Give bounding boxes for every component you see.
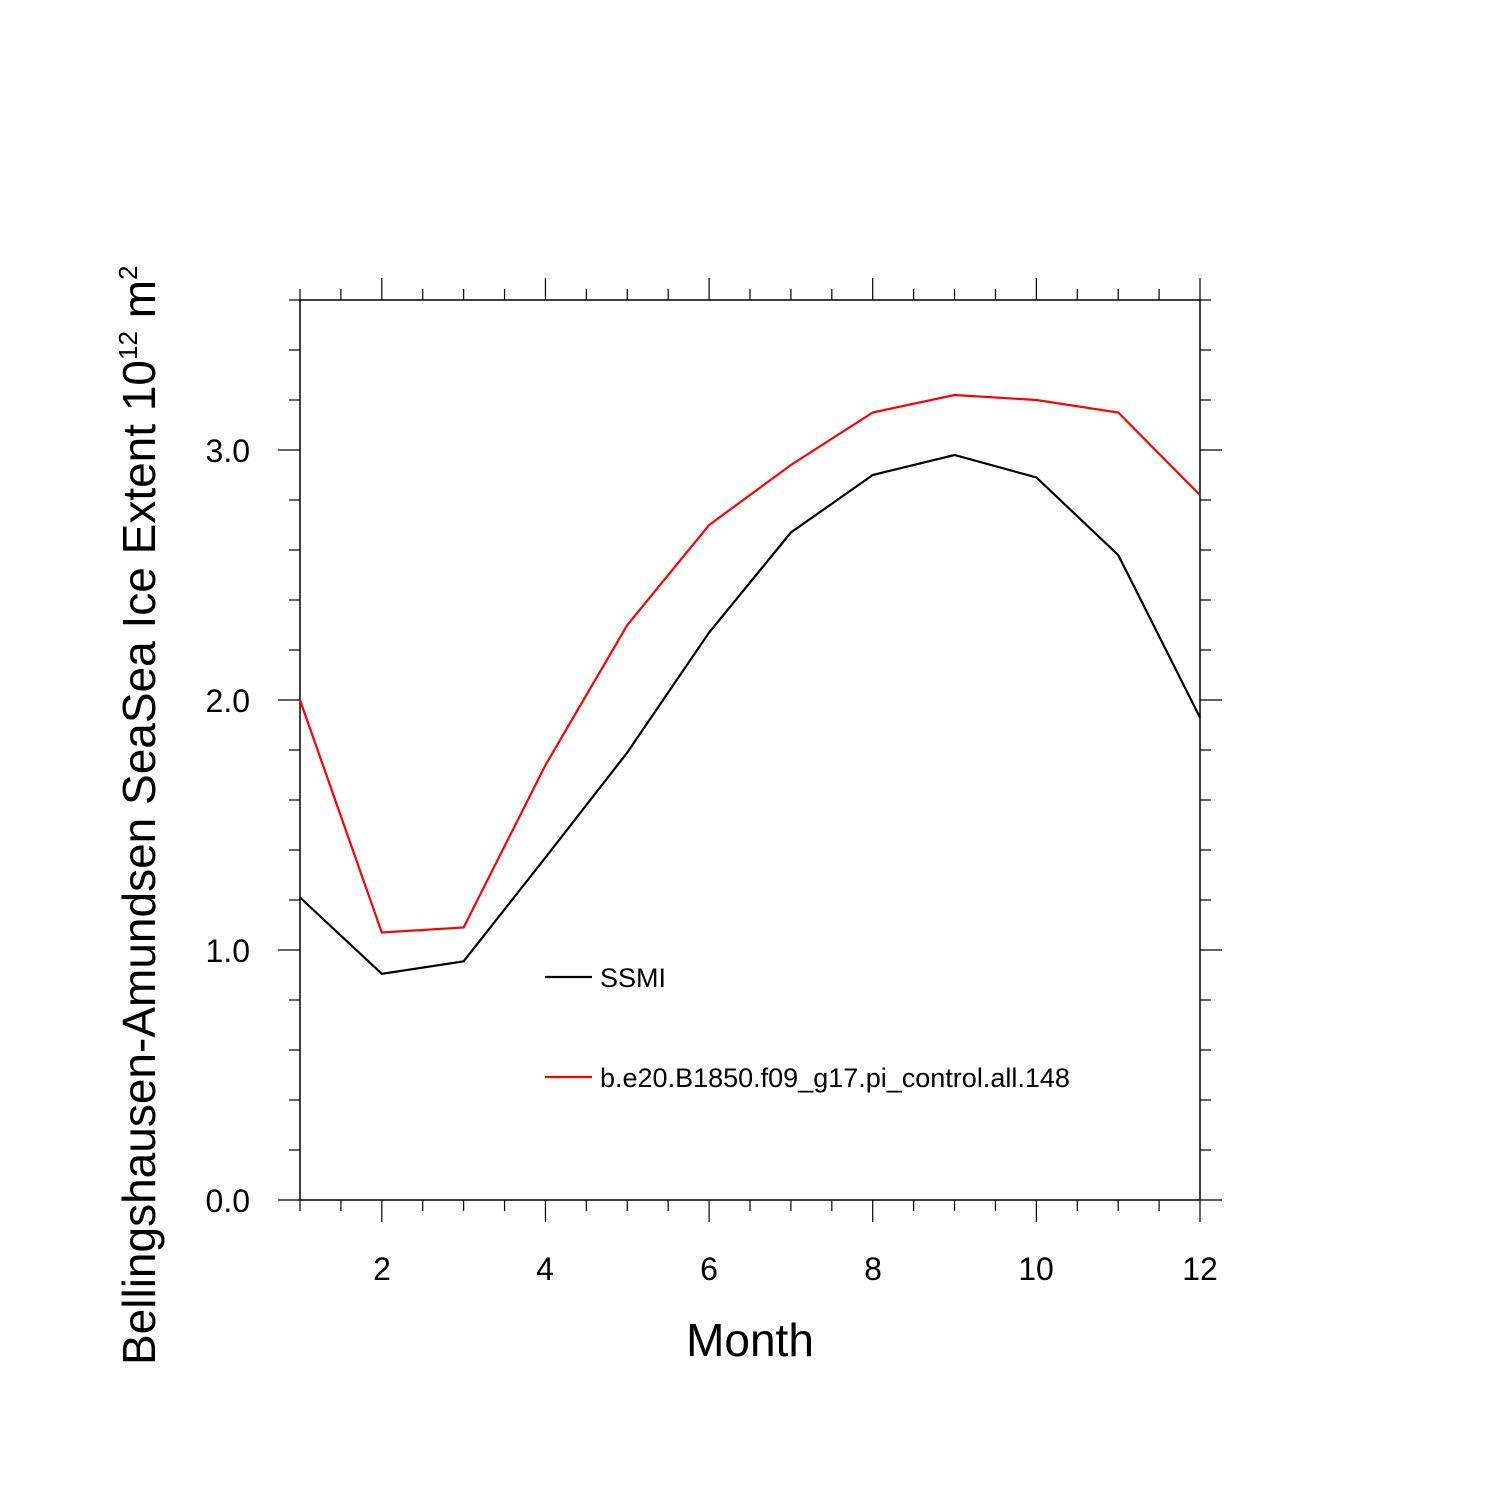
y-axis-title-exponent: 12 xyxy=(113,331,143,360)
legend: SSMI b.e20.B1850.f09_g17.pi_control.all.… xyxy=(545,963,1070,1093)
y-axis-title-unit: m xyxy=(113,280,165,318)
y-axis-title-unit-exponent: 2 xyxy=(113,266,143,280)
x-tick-label: 8 xyxy=(864,1251,882,1287)
x-tick-label: 2 xyxy=(373,1251,391,1287)
x-tick-label: 10 xyxy=(1018,1251,1054,1287)
y-tick-label: 3.0 xyxy=(206,433,250,469)
x-axis-title: Month xyxy=(686,1314,814,1366)
legend-label-ssmi: SSMI xyxy=(600,963,666,993)
y-axis-title: Bellingshausen-Amundsen SeaSea Ice Exten… xyxy=(113,266,165,1366)
x-tick-labels: 2 4 6 8 10 12 xyxy=(373,1251,1218,1287)
y-axis-title-main: Bellingshausen-Amundsen SeaSea Ice Exten… xyxy=(113,360,165,1365)
series-line-model xyxy=(298,393,1201,934)
y-tick-label: 1.0 xyxy=(206,933,250,969)
y-tick-label: 0.0 xyxy=(206,1183,250,1219)
legend-label-model: b.e20.B1850.f09_g17.pi_control.all.148 xyxy=(600,1063,1070,1093)
y-tick-labels: 0.0 1.0 2.0 3.0 xyxy=(206,433,250,1219)
y-axis-title-spacer xyxy=(113,318,165,331)
x-tick-label: 4 xyxy=(536,1251,554,1287)
axis-ticks xyxy=(278,278,1222,1222)
y-tick-label: 2.0 xyxy=(206,683,250,719)
x-tick-label: 12 xyxy=(1182,1251,1218,1287)
series-line-ssmi xyxy=(299,453,1201,975)
x-tick-label: 6 xyxy=(700,1251,718,1287)
